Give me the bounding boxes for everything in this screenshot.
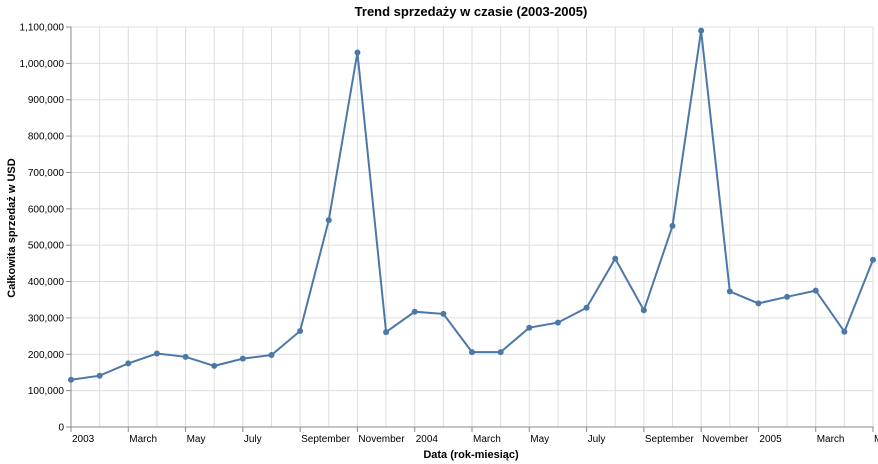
- y-tick-label: 700,000: [28, 168, 65, 179]
- data-point: [354, 49, 361, 56]
- y-tick-label: 1,100,000: [20, 23, 65, 34]
- data-point: [96, 372, 103, 379]
- data-point: [870, 256, 876, 263]
- y-tick-label: 100,000: [28, 386, 65, 397]
- data-point: [211, 362, 218, 369]
- data-point: [411, 308, 418, 315]
- y-tick-label: 200,000: [28, 350, 65, 361]
- data-point: [153, 350, 160, 357]
- x-tick-label: March: [473, 434, 501, 445]
- data-point: [554, 319, 561, 326]
- x-tick-label: May: [874, 434, 878, 445]
- x-axis-title: Data (rok-miesiąc): [423, 449, 519, 461]
- x-tick-label: July: [588, 434, 606, 445]
- y-tick-label: 600,000: [28, 204, 65, 215]
- x-tick-label: May: [530, 434, 549, 445]
- grid-layer: [70, 26, 874, 428]
- data-point: [182, 353, 189, 360]
- x-tick-label: November: [702, 434, 749, 445]
- x-tick-label: 2003: [72, 434, 95, 445]
- x-tick-label: July: [244, 434, 262, 445]
- data-point: [669, 222, 676, 229]
- x-tick-label: May: [187, 434, 206, 445]
- data-point: [726, 288, 733, 295]
- y-tick-label: 900,000: [28, 95, 65, 106]
- y-tick-label: 400,000: [28, 277, 65, 288]
- data-point: [125, 360, 132, 367]
- x-tick-label: September: [645, 434, 695, 445]
- data-point: [612, 255, 619, 262]
- data-point: [440, 310, 447, 317]
- axes: 0 100,000 200,000 300,000 400,000 500,000 600,…: [20, 23, 878, 446]
- x-tick-label: 2005: [759, 434, 782, 445]
- data-point: [268, 352, 275, 358]
- data-point: [325, 217, 332, 224]
- data-point: [812, 287, 819, 294]
- x-tick-label: November: [358, 434, 405, 445]
- x-tick-label: September: [301, 434, 351, 445]
- x-tick-label: 2004: [416, 434, 439, 445]
- data-point: [640, 307, 647, 314]
- data-point: [68, 376, 74, 383]
- data-point: [755, 300, 762, 307]
- y-tick-label: 1,000,000: [20, 59, 65, 70]
- y-axis-title: Całkowita sprzedaż w USD: [6, 158, 18, 297]
- data-point: [239, 355, 246, 362]
- data-point: [526, 324, 533, 331]
- data-point: [841, 328, 848, 335]
- series-layer: [68, 27, 876, 383]
- data-point: [698, 27, 705, 34]
- data-point: [297, 328, 304, 334]
- x-tick-label: March: [129, 434, 157, 445]
- y-tick-label: 800,000: [28, 132, 65, 143]
- data-point: [383, 329, 390, 336]
- data-point: [469, 349, 475, 356]
- y-tick-label: 500,000: [28, 241, 65, 252]
- x-tick-label: March: [817, 434, 845, 445]
- data-point: [784, 293, 791, 300]
- data-point: [497, 349, 504, 356]
- y-tick-label: 300,000: [28, 313, 65, 324]
- chart-title: Trend sprzedaży w czasie (2003-2005): [355, 4, 588, 19]
- data-point: [583, 304, 590, 311]
- y-tick-label: 0: [58, 423, 64, 434]
